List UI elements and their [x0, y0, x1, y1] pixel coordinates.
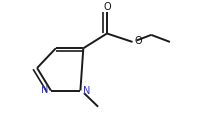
Text: N: N	[83, 86, 90, 96]
Text: O: O	[134, 35, 142, 45]
Text: O: O	[103, 2, 111, 12]
Text: N: N	[41, 85, 49, 95]
